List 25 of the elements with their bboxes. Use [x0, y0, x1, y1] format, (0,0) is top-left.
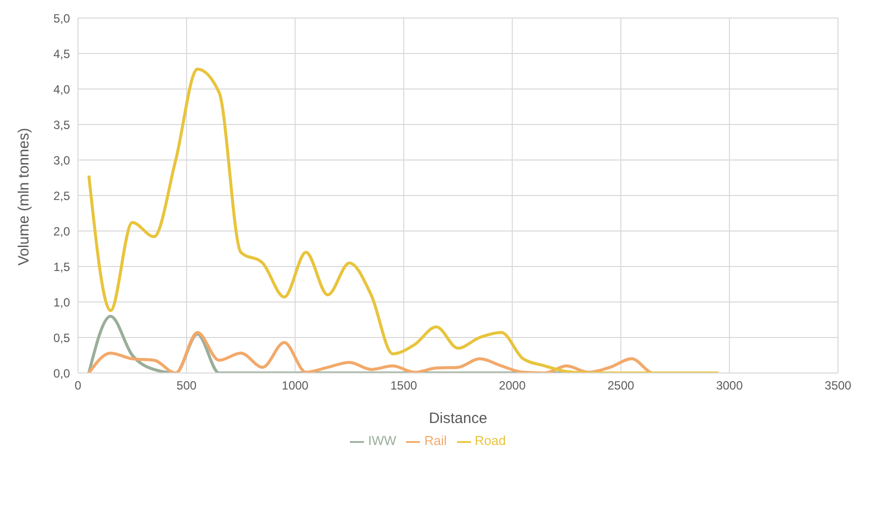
line-series	[87, 68, 720, 373]
y-tick-label: 3,5	[53, 118, 70, 132]
y-tick-label: 5,0	[53, 11, 70, 26]
legend-label: IWW	[368, 433, 396, 448]
y-tick-label: 1,5	[53, 260, 70, 274]
y-tick-label: 4,0	[53, 82, 70, 96]
y-tick-label: 1,0	[53, 295, 70, 310]
legend-label: Road	[474, 433, 506, 448]
x-tick-label: 2000	[498, 378, 526, 393]
x-tick-label: 2500	[608, 378, 635, 393]
y-tick-label: 0,0	[53, 366, 70, 380]
y-axis-title: Volume (mln tonnes)	[15, 128, 32, 266]
y-tick-label: 0,5	[53, 330, 70, 345]
y-tick-label: 4,5	[53, 46, 70, 61]
legend-label: Rail	[424, 433, 447, 448]
x-tick-label: 500	[176, 378, 197, 393]
x-tick-label: 3000	[716, 378, 744, 393]
y-tick-label: 2,5	[53, 188, 70, 203]
y-tick-label: 2,0	[53, 224, 70, 238]
x-tick-label: 1000	[282, 378, 309, 393]
x-axis-title: Distance	[428, 410, 488, 427]
y-tick-label: 3,0	[53, 153, 70, 168]
x-tick-label: 1500	[390, 378, 418, 393]
x-tick-label: 3500	[824, 378, 852, 393]
x-tick-label: 0	[74, 378, 82, 393]
